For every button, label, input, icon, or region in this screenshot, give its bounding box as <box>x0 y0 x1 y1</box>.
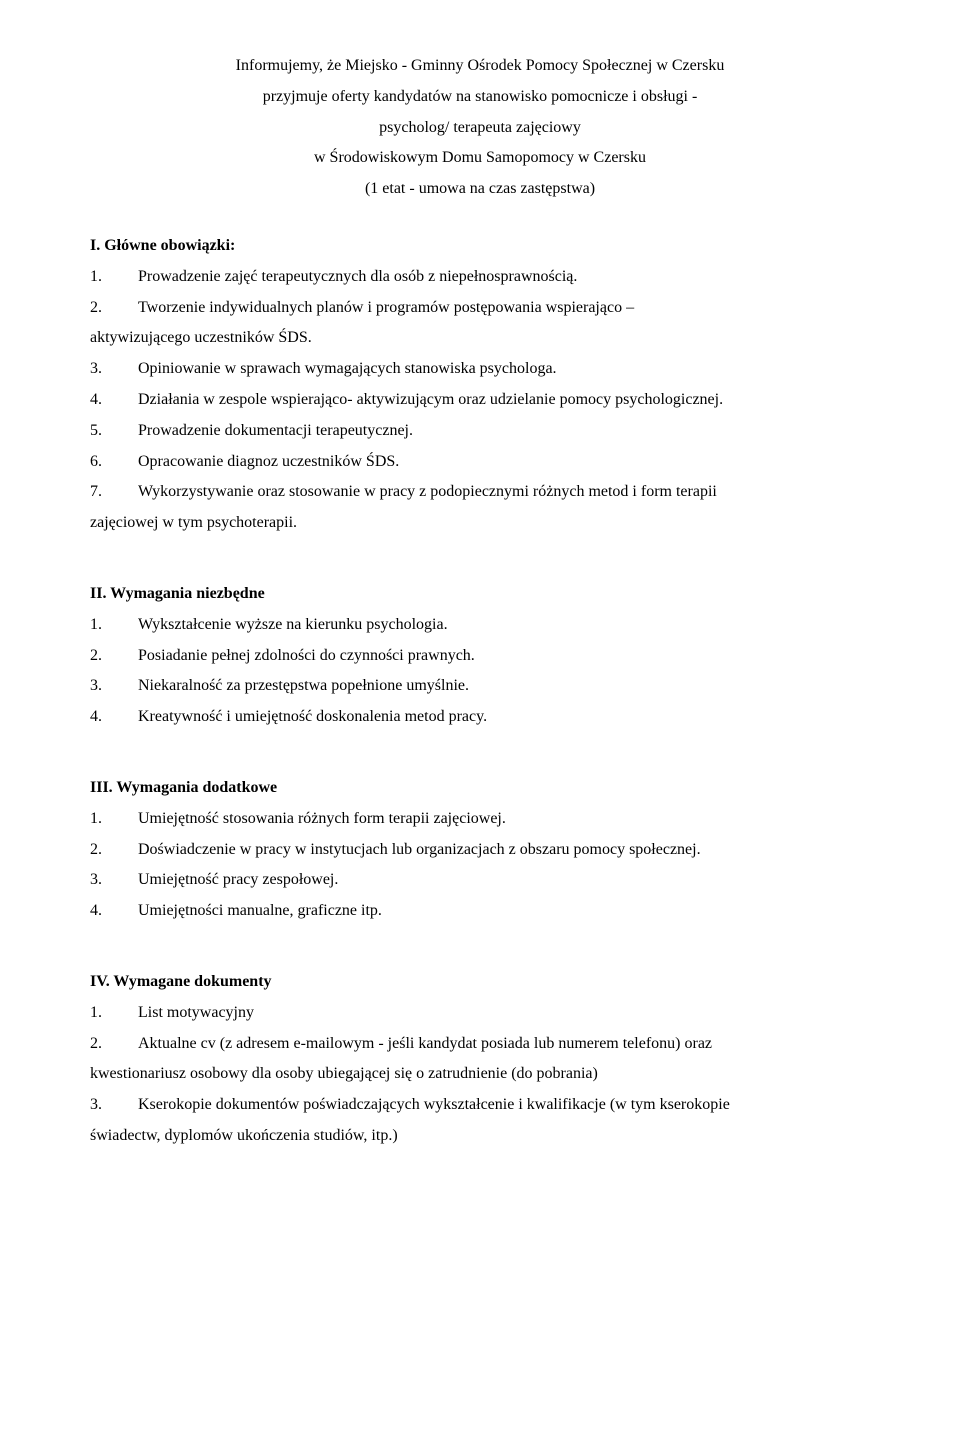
list-item: 2. Tworzenie indywidualnych planów i pro… <box>90 294 870 323</box>
list-text: Niekaralność za przestępstwa popełnione … <box>138 672 870 701</box>
list-number: 7. <box>90 478 138 507</box>
list-number: 1. <box>90 999 138 1028</box>
list-item: 1. List motywacyjny <box>90 999 870 1028</box>
list-number: 4. <box>90 897 138 926</box>
list-number: 5. <box>90 417 138 446</box>
list-item: 4. Kreatywność i umiejętność doskonaleni… <box>90 703 870 732</box>
list-item: 1. Wykształcenie wyższe na kierunku psyc… <box>90 611 870 640</box>
list-text: Prowadzenie zajęć terapeutycznych dla os… <box>138 263 870 292</box>
document-header: Informujemy, że Miejsko - Gminny Ośrodek… <box>90 52 870 204</box>
list-text: Umiejętność stosowania różnych form tera… <box>138 805 870 834</box>
section-4-heading: IV. Wymagane dokumenty <box>90 968 870 997</box>
list-number: 6. <box>90 448 138 477</box>
list-item: 2. Aktualne cv (z adresem e-mailowym - j… <box>90 1030 870 1059</box>
list-text: Kreatywność i umiejętność doskonalenia m… <box>138 703 870 732</box>
list-text: List motywacyjny <box>138 999 870 1028</box>
list-number: 2. <box>90 294 138 323</box>
list-number: 1. <box>90 611 138 640</box>
section-1-heading: I. Główne obowiązki: <box>90 232 870 261</box>
list-text: Umiejętności manualne, graficzne itp. <box>138 897 870 926</box>
list-number: 3. <box>90 1091 138 1120</box>
list-text: Działania w zespole wspierająco- aktywiz… <box>138 386 870 415</box>
list-text: Opiniowanie w sprawach wymagających stan… <box>138 355 870 384</box>
header-line-2: przyjmuje oferty kandydatów na stanowisk… <box>90 83 870 112</box>
continuation-text: zajęciowej w tym psychoterapii. <box>90 509 870 538</box>
continuation-text: świadectw, dyplomów ukończenia studiów, … <box>90 1122 870 1151</box>
list-number: 1. <box>90 805 138 834</box>
section-2-heading: II. Wymagania niezbędne <box>90 580 870 609</box>
list-text: Posiadanie pełnej zdolności do czynności… <box>138 642 870 671</box>
list-text: Doświadczenie w pracy w instytucjach lub… <box>138 836 870 865</box>
list-text: Tworzenie indywidualnych planów i progra… <box>138 294 870 323</box>
list-item: 4. Działania w zespole wspierająco- akty… <box>90 386 870 415</box>
section-3-heading: III. Wymagania dodatkowe <box>90 774 870 803</box>
header-line-1: Informujemy, że Miejsko - Gminny Ośrodek… <box>90 52 870 81</box>
list-number: 4. <box>90 703 138 732</box>
list-item: 4. Umiejętności manualne, graficzne itp. <box>90 897 870 926</box>
list-item: 2. Posiadanie pełnej zdolności do czynno… <box>90 642 870 671</box>
list-item: 3. Umiejętność pracy zespołowej. <box>90 866 870 895</box>
list-item: 3. Niekaralność za przestępstwa popełnio… <box>90 672 870 701</box>
list-number: 1. <box>90 263 138 292</box>
list-number: 2. <box>90 642 138 671</box>
header-line-5: (1 etat - umowa na czas zastępstwa) <box>90 175 870 204</box>
list-number: 2. <box>90 836 138 865</box>
list-item: 1. Prowadzenie zajęć terapeutycznych dla… <box>90 263 870 292</box>
list-text: Wykorzystywanie oraz stosowanie w pracy … <box>138 478 870 507</box>
header-line-3: psycholog/ terapeuta zajęciowy <box>90 114 870 143</box>
header-line-4: w Środowiskowym Domu Samopomocy w Czersk… <box>90 144 870 173</box>
list-number: 3. <box>90 355 138 384</box>
list-text: Wykształcenie wyższe na kierunku psychol… <box>138 611 870 640</box>
list-item: 6. Opracowanie diagnoz uczestników ŚDS. <box>90 448 870 477</box>
continuation-text: kwestionariusz osobowy dla osoby ubiegaj… <box>90 1060 870 1089</box>
list-number: 4. <box>90 386 138 415</box>
list-item: 5. Prowadzenie dokumentacji terapeutyczn… <box>90 417 870 446</box>
list-number: 3. <box>90 672 138 701</box>
list-text: Kserokopie dokumentów poświadczających w… <box>138 1091 870 1120</box>
list-number: 2. <box>90 1030 138 1059</box>
list-item: 7. Wykorzystywanie oraz stosowanie w pra… <box>90 478 870 507</box>
list-item: 3. Opiniowanie w sprawach wymagających s… <box>90 355 870 384</box>
list-text: Umiejętność pracy zespołowej. <box>138 866 870 895</box>
continuation-text: aktywizującego uczestników ŚDS. <box>90 324 870 353</box>
list-number: 3. <box>90 866 138 895</box>
list-text: Opracowanie diagnoz uczestników ŚDS. <box>138 448 870 477</box>
list-item: 3. Kserokopie dokumentów poświadczającyc… <box>90 1091 870 1120</box>
list-text: Aktualne cv (z adresem e-mailowym - jeśl… <box>138 1030 870 1059</box>
list-item: 1. Umiejętność stosowania różnych form t… <box>90 805 870 834</box>
list-item: 2. Doświadczenie w pracy w instytucjach … <box>90 836 870 865</box>
list-text: Prowadzenie dokumentacji terapeutycznej. <box>138 417 870 446</box>
